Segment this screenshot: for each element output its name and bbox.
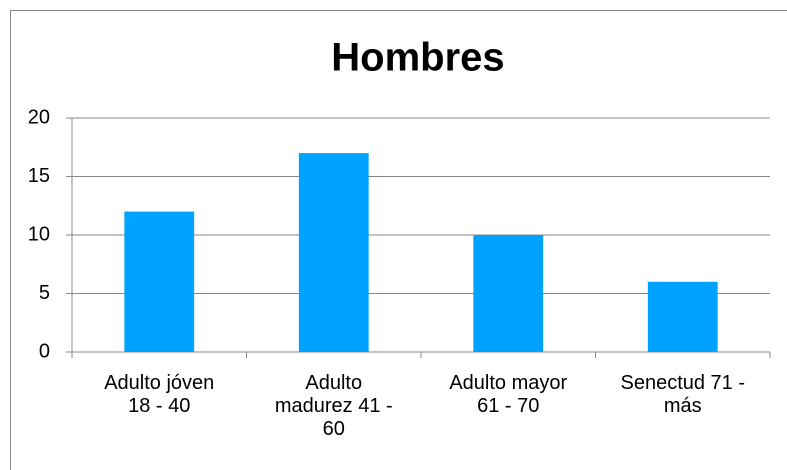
y-tick-label: 10 — [28, 223, 50, 245]
chart-title: Hombres — [331, 36, 504, 80]
x-tick-label: Adulto jóven 18 - 40 — [104, 372, 215, 417]
x-tick-label: Adulto mayor 61 - 70 — [449, 372, 568, 417]
y-tick-label: 15 — [28, 165, 50, 187]
y-tick-label: 5 — [39, 282, 50, 304]
y-tick-label: 0 — [39, 340, 50, 362]
bar — [124, 211, 195, 352]
bar — [298, 153, 369, 352]
bar — [473, 235, 544, 352]
bar — [647, 281, 718, 352]
y-tick-label: 20 — [28, 106, 50, 128]
x-tick-label: Senectud 71 - más — [620, 372, 746, 417]
x-tick-label: Adulto madurez 41 - 60 — [274, 372, 393, 440]
